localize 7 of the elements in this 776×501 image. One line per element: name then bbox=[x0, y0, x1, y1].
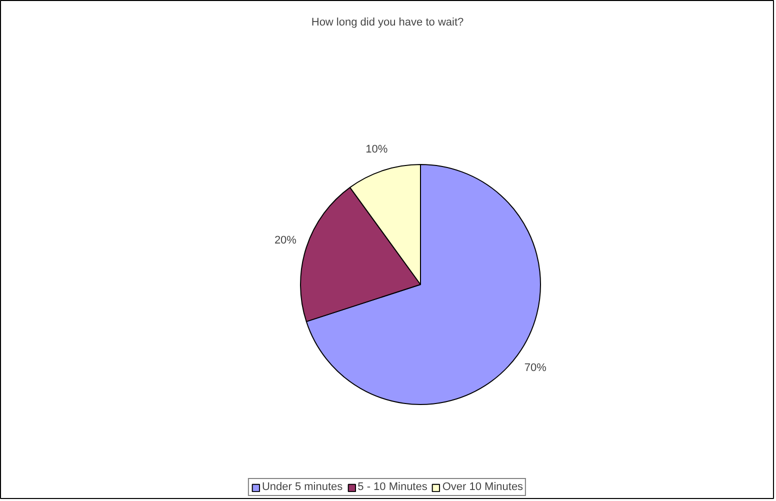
chart-title: How long did you have to wait? bbox=[311, 16, 464, 28]
data-label: 70% bbox=[524, 362, 547, 374]
data-label: 10% bbox=[366, 143, 388, 156]
legend-label: 5 - 10 Minutes bbox=[358, 481, 428, 493]
data-label: 20% bbox=[274, 234, 297, 247]
legend-label: Over 10 Minutes bbox=[442, 481, 524, 493]
legend-label: Under 5 minutes bbox=[262, 481, 343, 493]
